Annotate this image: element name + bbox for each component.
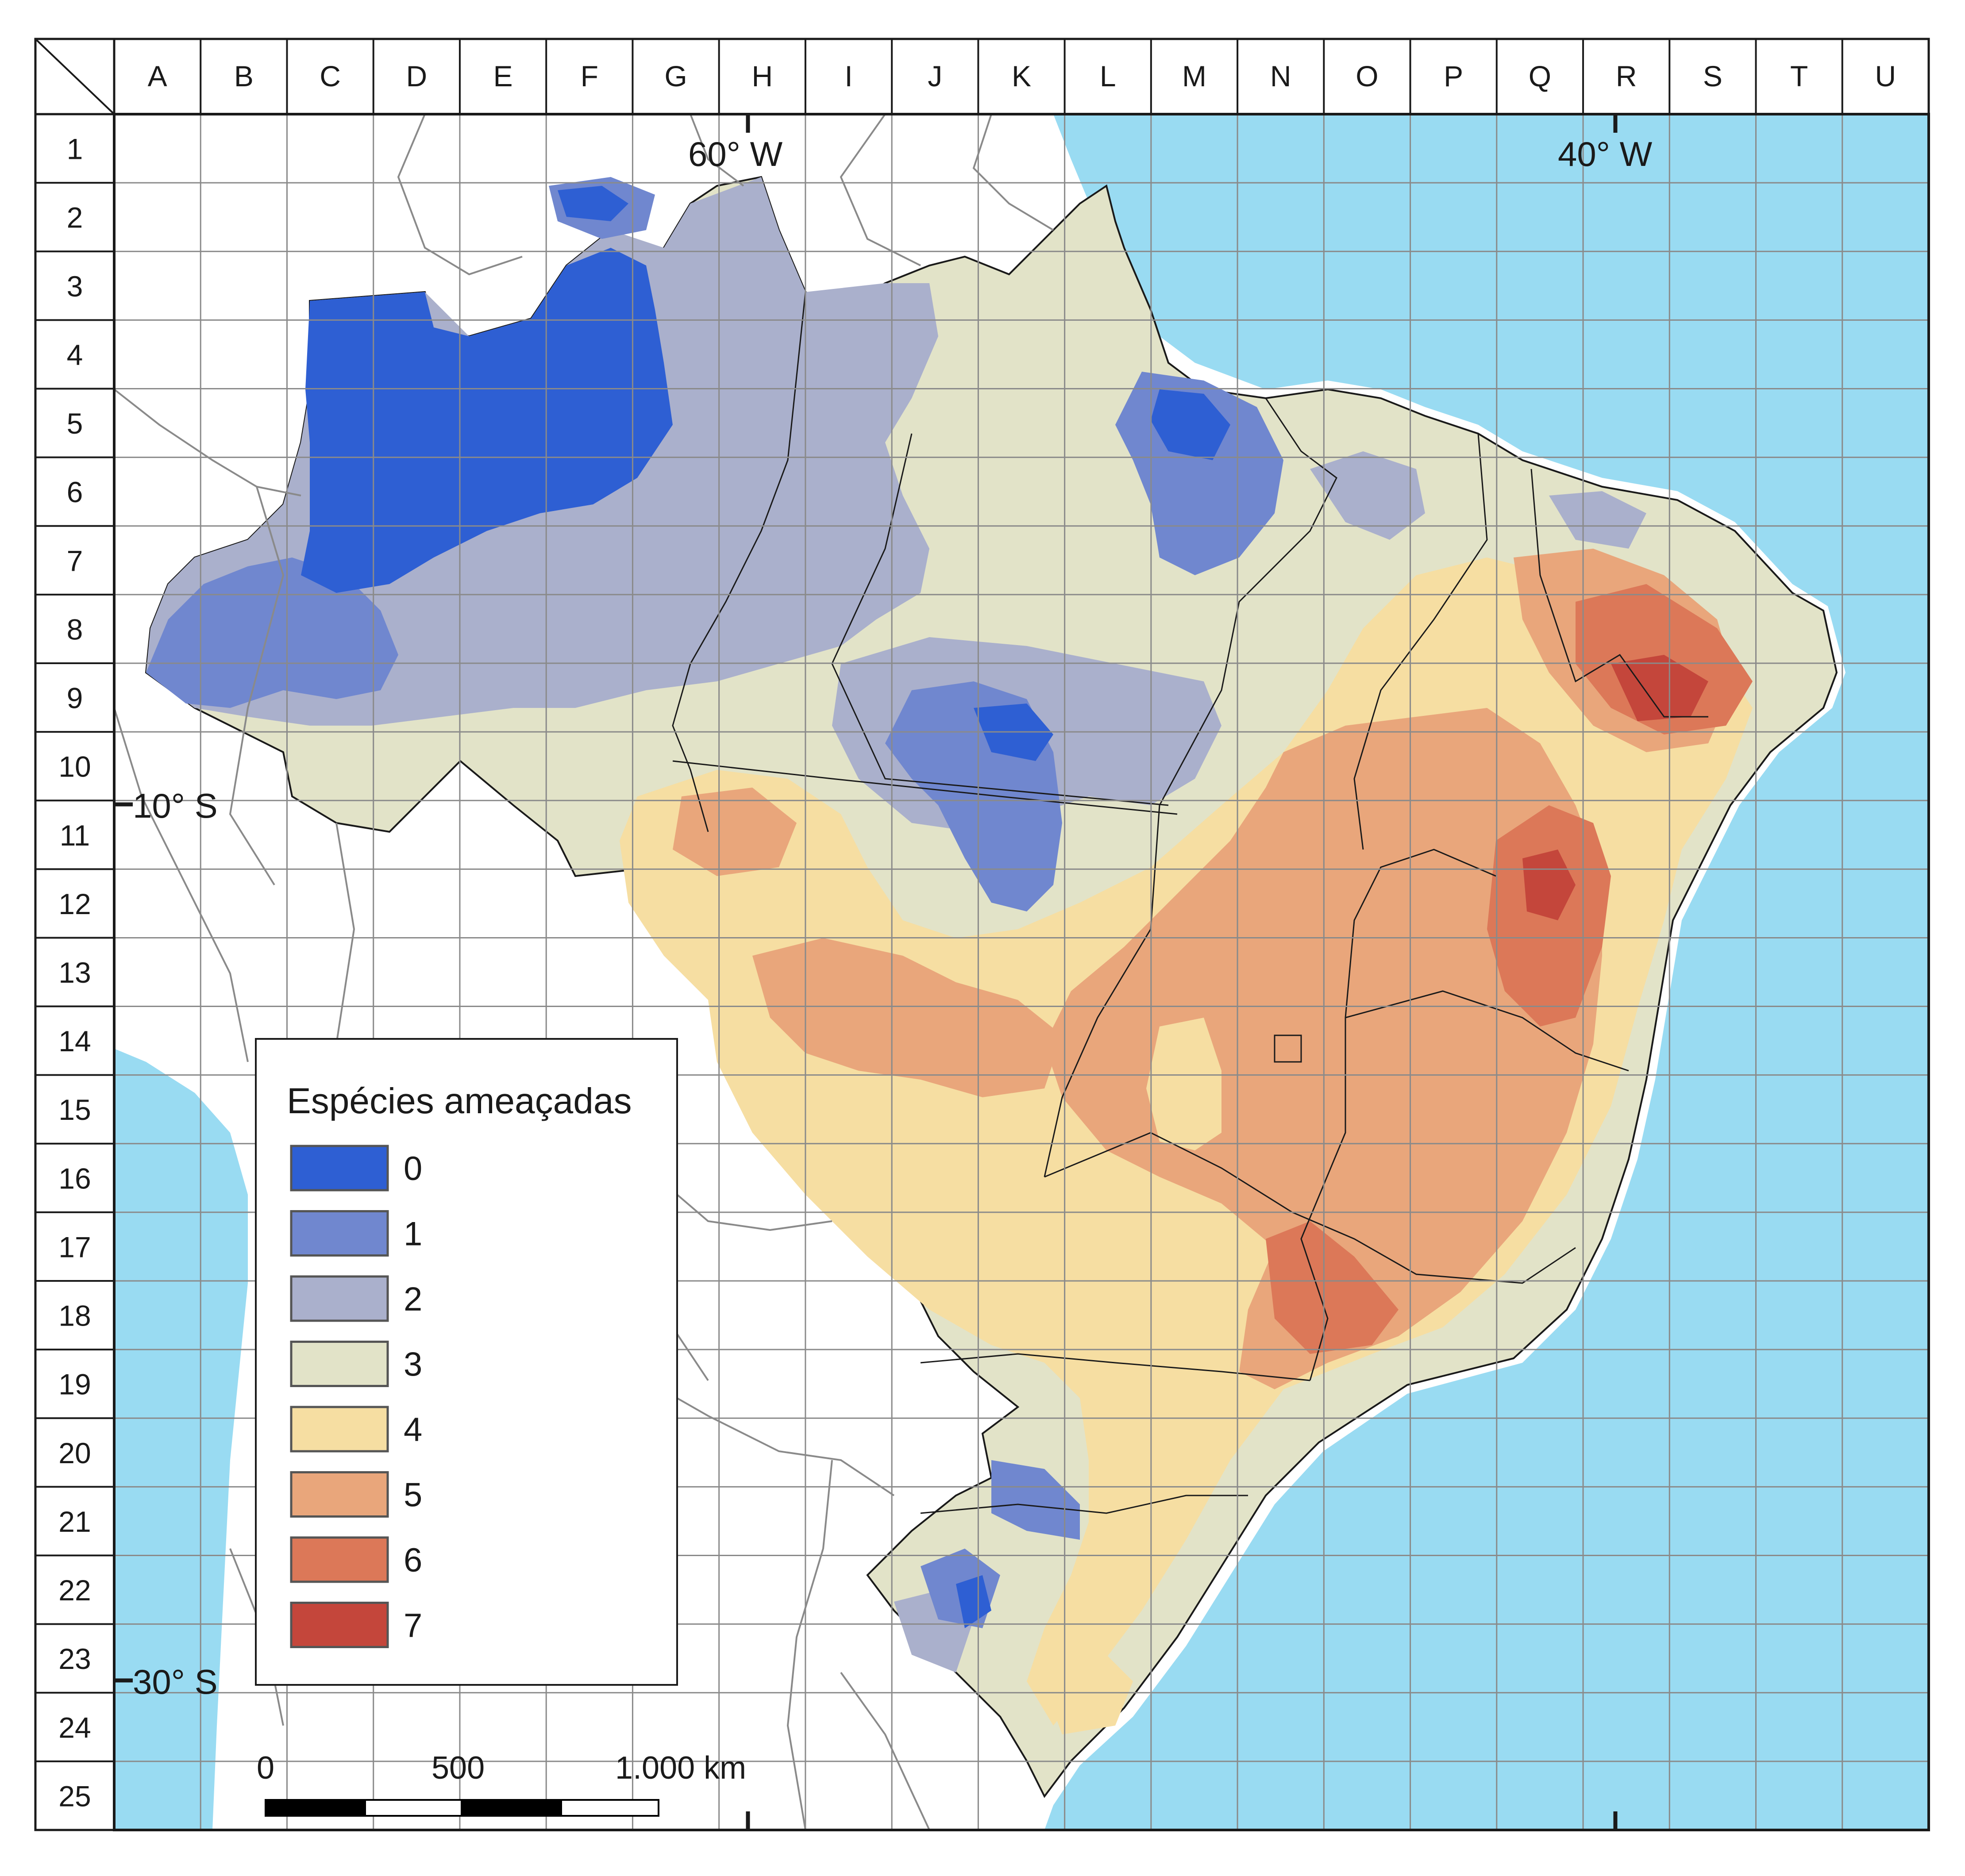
- class-0-region: [301, 248, 673, 593]
- class-7-region: [1522, 850, 1576, 920]
- legend-label-7: 7: [404, 1607, 422, 1645]
- legend-swatch-3: [290, 1341, 389, 1387]
- class-4-region: [1146, 1018, 1221, 1150]
- row-label-24: 24: [58, 1711, 91, 1744]
- legend-label-6: 6: [404, 1542, 422, 1579]
- row-label-9: 9: [67, 682, 83, 715]
- row-label-5: 5: [67, 407, 83, 440]
- row-label-20: 20: [58, 1437, 91, 1469]
- row-label-4: 4: [67, 338, 83, 371]
- atlantic-ocean: [1044, 114, 1929, 1830]
- legend-label-2: 2: [404, 1280, 422, 1318]
- latitude-10-label: 10° S: [133, 786, 218, 825]
- class-6-region: [1266, 1221, 1399, 1354]
- legend-items: 0 1 2 3 4 5 6 7: [290, 1145, 422, 1648]
- class-0-region: [558, 186, 628, 221]
- class-0-region: [956, 1575, 991, 1628]
- row-label-22: 22: [58, 1574, 91, 1607]
- map-area: [114, 114, 1929, 1830]
- longitude-60-label: 60° W: [688, 135, 783, 173]
- row-labels: 1234567891011121314151617181920212223242…: [58, 133, 91, 1813]
- row-label-2: 2: [67, 201, 83, 234]
- row-label-14: 14: [58, 1025, 91, 1057]
- row-label-17: 17: [58, 1230, 91, 1263]
- legend-swatch-7: [290, 1602, 389, 1648]
- row-label-8: 8: [67, 613, 83, 646]
- legend-swatch-4: [290, 1406, 389, 1453]
- legend-label-4: 4: [404, 1411, 422, 1449]
- column-label-L: L: [1100, 60, 1116, 92]
- row-label-18: 18: [58, 1299, 91, 1332]
- class-1-region: [991, 1460, 1080, 1540]
- column-label-G: G: [664, 60, 687, 92]
- column-label-H: H: [751, 60, 773, 92]
- column-label-E: E: [493, 60, 513, 92]
- column-label-R: R: [1616, 60, 1637, 92]
- scale-label-1000: 1.000 km: [615, 1750, 746, 1786]
- class-4-region: [1036, 1646, 1133, 1734]
- row-label-19: 19: [58, 1368, 91, 1401]
- grid-lines: [35, 39, 1929, 1830]
- column-label-S: S: [1703, 60, 1722, 92]
- row-label-13: 13: [58, 956, 91, 989]
- coordinate-ticks: [114, 114, 1618, 1830]
- legend-swatch-5: [290, 1471, 389, 1518]
- row-label-6: 6: [67, 476, 83, 508]
- column-label-T: T: [1790, 60, 1808, 92]
- class-5-region: [752, 938, 1062, 1097]
- legend-swatch-1: [290, 1210, 389, 1257]
- class-0-region: [1151, 389, 1230, 460]
- row-label-16: 16: [58, 1162, 91, 1195]
- scale-label-500: 500: [432, 1750, 485, 1786]
- column-label-C: C: [320, 60, 341, 92]
- row-label-1: 1: [67, 133, 83, 165]
- column-label-P: P: [1444, 60, 1463, 92]
- column-label-B: B: [234, 60, 254, 92]
- legend-label-5: 5: [404, 1476, 422, 1514]
- row-label-3: 3: [67, 270, 83, 303]
- class-2-region: [1549, 491, 1646, 549]
- column-label-J: J: [928, 60, 942, 92]
- pacific-ocean: [114, 1049, 248, 1830]
- row-label-12: 12: [58, 888, 91, 920]
- row-label-25: 25: [58, 1780, 91, 1812]
- scale-label-0: 0: [257, 1750, 274, 1786]
- column-label-A: A: [148, 60, 167, 92]
- row-label-7: 7: [67, 544, 83, 577]
- legend-label-0: 0: [404, 1150, 422, 1188]
- legend-title: Espécies ameaçadas: [287, 1081, 632, 1121]
- legend-label-1: 1: [404, 1215, 422, 1253]
- scale-bar: 0 500 1.000 km: [257, 1750, 746, 1817]
- class-5-region: [673, 788, 797, 876]
- latitude-30-label: 30° S: [133, 1662, 218, 1701]
- legend-swatch-2: [290, 1275, 389, 1322]
- class-7-region: [1611, 655, 1708, 721]
- column-label-K: K: [1012, 60, 1031, 92]
- column-label-I: I: [844, 60, 852, 92]
- row-label-21: 21: [58, 1505, 91, 1538]
- map-frame: [113, 113, 1930, 1831]
- row-label-15: 15: [58, 1093, 91, 1126]
- state-borders: [672, 292, 1708, 1514]
- row-label-10: 10: [58, 750, 91, 783]
- legend: Espécies ameaçadas 0 1 2 3 4 5 6 7: [255, 1038, 678, 1686]
- legend-swatch-0: [290, 1145, 389, 1192]
- legend-label-3: 3: [404, 1346, 422, 1384]
- column-label-Q: Q: [1529, 60, 1551, 92]
- column-labels: A B C D E F G H I J K L M N O P Q R S T U: [148, 60, 1896, 92]
- class-2-region: [1310, 451, 1425, 540]
- column-label-M: M: [1182, 60, 1206, 92]
- column-label-F: F: [581, 60, 598, 92]
- column-label-O: O: [1356, 60, 1378, 92]
- column-label-N: N: [1270, 60, 1291, 92]
- longitude-40-label: 40° W: [1558, 135, 1653, 173]
- column-label-U: U: [1875, 60, 1896, 92]
- legend-swatch-6: [290, 1536, 389, 1583]
- column-label-D: D: [406, 60, 427, 92]
- row-label-23: 23: [58, 1642, 91, 1675]
- row-label-11: 11: [60, 819, 90, 852]
